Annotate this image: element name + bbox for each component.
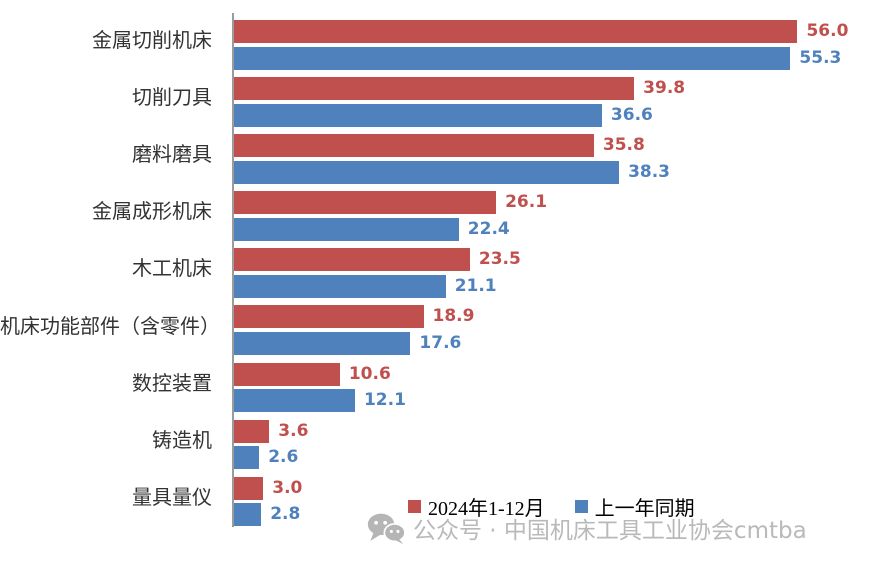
bar-prev_year xyxy=(233,160,620,184)
category-bars: 3.6 2.6 xyxy=(233,413,874,470)
bar-prev_year xyxy=(233,389,355,413)
bar-2024 xyxy=(233,134,594,158)
category-label: 切削刀具 xyxy=(132,87,212,110)
category-label: 机床功能部件（含零件） xyxy=(0,315,220,338)
category-row: 金属切削机床 56.0 55.3 xyxy=(0,13,874,70)
category-row: 磨料磨具 35.8 38.3 xyxy=(0,127,874,184)
value-label-prev_year: 17.6 xyxy=(419,332,462,353)
category-bars: 56.0 55.3 xyxy=(233,13,874,70)
category-row: 木工机床 23.5 21.1 xyxy=(0,241,874,298)
watermark: 公众号 · 中国机床工具工业协会cmtba xyxy=(366,511,807,545)
value-label-prev_year: 22.4 xyxy=(467,218,510,239)
y-axis-line xyxy=(232,13,234,527)
value-label-2024: 56.0 xyxy=(806,21,849,41)
value-label-prev_year: 2.8 xyxy=(270,504,301,525)
category-row: 机床功能部件（含零件） 18.9 17.6 xyxy=(0,298,874,355)
category-bars: 18.9 17.6 xyxy=(233,298,874,355)
category-label: 金属切削机床 xyxy=(92,30,212,53)
legend-swatch-2024 xyxy=(408,500,421,513)
bar-prev_year xyxy=(233,331,411,355)
bar-prev_year xyxy=(233,217,459,241)
value-label-2024: 26.1 xyxy=(505,192,548,213)
bar-prev_year xyxy=(233,446,260,470)
category-bars: 23.5 21.1 xyxy=(233,241,874,298)
bar-prev_year xyxy=(233,103,602,127)
category-label: 铸造机 xyxy=(152,429,212,452)
category-label: 金属成形机床 xyxy=(92,201,212,224)
bar-2024 xyxy=(233,77,635,101)
value-label-2024: 23.5 xyxy=(478,249,521,270)
value-label-prev_year: 2.6 xyxy=(268,447,299,468)
bar-2024 xyxy=(233,362,340,386)
category-bars: 26.1 22.4 xyxy=(233,184,874,241)
category-bars: 39.8 36.6 xyxy=(233,70,874,127)
legend: 2024年1-12月 上一年同期 xyxy=(408,492,695,521)
bar-2024 xyxy=(233,419,270,443)
value-label-prev_year: 12.1 xyxy=(363,390,406,411)
category-bars: 35.8 38.3 xyxy=(233,127,874,184)
watermark-text: 公众号 · 中国机床工具工业协会cmtba xyxy=(413,518,807,544)
value-label-2024: 10.6 xyxy=(348,363,391,384)
value-label-prev_year: 21.1 xyxy=(454,275,497,296)
wechat-icon xyxy=(367,513,406,544)
bar-2024 xyxy=(233,305,424,329)
bar-prev_year xyxy=(233,503,262,527)
category-bars: 3.0 2.8 xyxy=(233,470,874,527)
category-row: 金属成形机床 26.1 22.4 xyxy=(0,184,874,241)
category-row: 切削刀具 39.8 36.6 xyxy=(0,70,874,127)
category-label: 木工机床 xyxy=(132,258,212,281)
bar-2024 xyxy=(233,476,264,500)
bar-2024 xyxy=(233,191,497,215)
value-label-2024: 35.8 xyxy=(602,135,645,156)
value-label-prev_year: 55.3 xyxy=(799,47,842,68)
category-row: 数控装置 10.6 12.1 xyxy=(0,356,874,413)
value-label-prev_year: 36.6 xyxy=(610,104,653,125)
legend-swatch-prev-year xyxy=(574,500,588,513)
category-row: 铸造机 3.6 2.6 xyxy=(0,413,874,470)
category-row: 量具量仪 3.0 2.8 xyxy=(0,470,874,527)
bar-2024 xyxy=(233,248,470,272)
legend-label-2024: 2024年1-12月 xyxy=(428,498,545,520)
bar-prev_year xyxy=(233,46,791,70)
value-label-2024: 3.6 xyxy=(278,420,309,441)
category-label: 数控装置 xyxy=(132,372,212,395)
category-label: 磨料磨具 xyxy=(132,144,212,167)
value-label-2024: 39.8 xyxy=(643,78,686,99)
bar-prev_year xyxy=(233,274,446,298)
value-label-2024: 18.9 xyxy=(432,306,475,327)
category-bars: 10.6 12.1 xyxy=(233,356,874,413)
value-label-prev_year: 38.3 xyxy=(628,161,671,182)
legend-label-prev-year: 上一年同期 xyxy=(594,498,695,520)
bar-2024 xyxy=(233,20,798,43)
category-label: 量具量仪 xyxy=(132,486,212,509)
value-label-2024: 3.0 xyxy=(272,477,303,498)
plot-area: 金属切削机床 56.0 55.3 切削刀具 39.8 36.6 磨料磨具 35.8 38.3 金属… xyxy=(0,13,874,527)
